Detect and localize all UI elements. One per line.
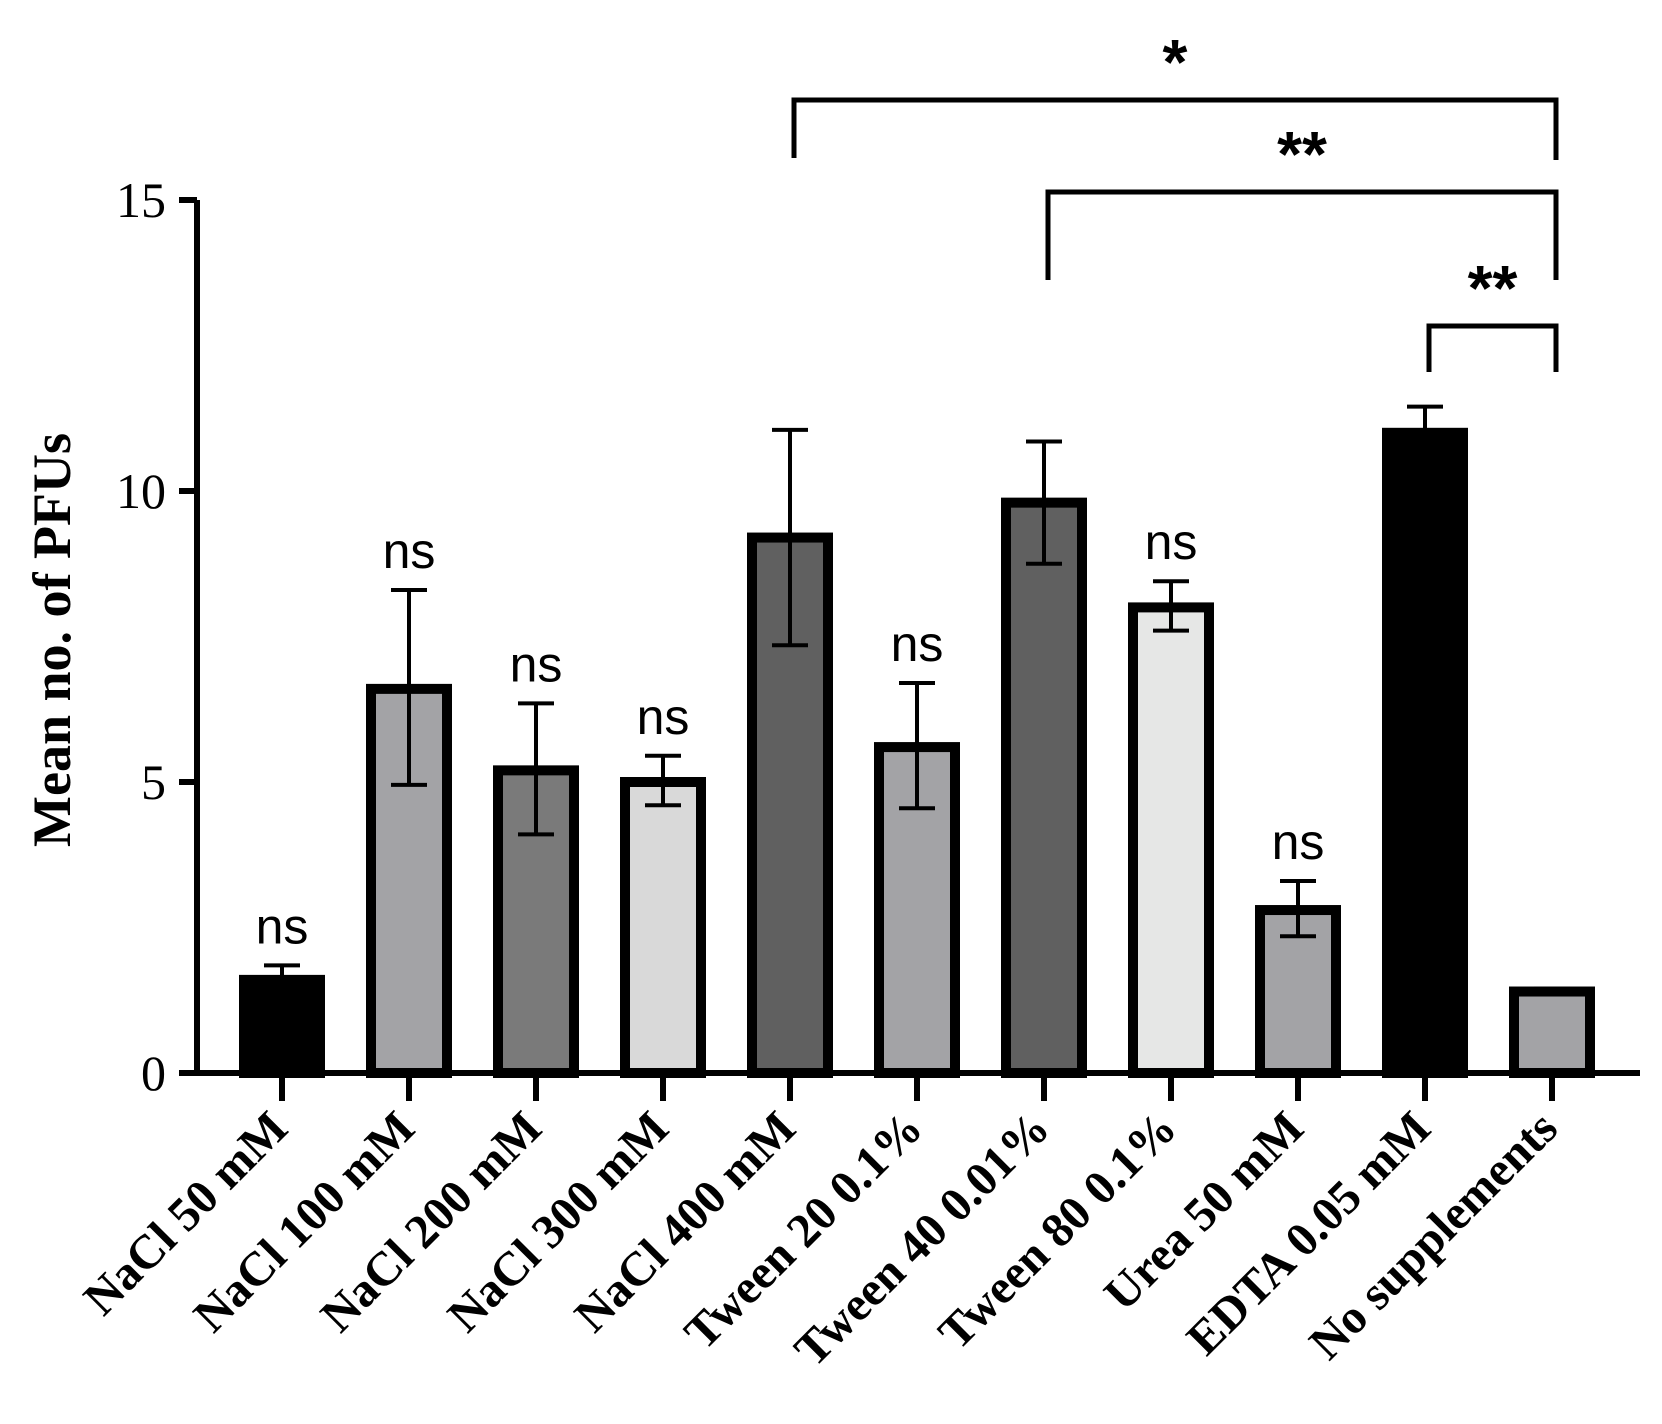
comparison-bracket [1045,189,1559,280]
significance-label: ns [256,898,309,954]
x-tick-label: NaCl 300 mM [438,1101,679,1342]
y-tick-label: 5 [141,754,166,810]
bar [1382,427,1468,1078]
significance-label: ns [637,689,690,745]
significance-label: ns [891,616,944,672]
y-axis-label: Mean no. of PFUs [22,433,82,847]
x-tick-label: NaCl 400 mM [565,1101,806,1342]
bar [1001,497,1087,1078]
comparison-bracket [1426,323,1559,372]
bar [1509,986,1595,1079]
x-tick-label: NaCl 200 mM [311,1101,552,1342]
bar [1128,602,1214,1079]
comparison-label: ** [1468,252,1518,324]
significance-label: ns [1272,814,1325,870]
comparison-label: * [1163,26,1188,98]
y-ticks: 0 5 10 15 [116,172,197,1101]
bar [239,974,325,1079]
y-tick-label: 0 [141,1045,166,1101]
comparison-brackets: ***** [791,26,1559,372]
comparison-label: ** [1277,118,1327,190]
error-bars [264,404,1570,992]
significance-labels: ns ns ns ns ns ns ns [256,514,1325,954]
significance-label: ns [1145,514,1198,570]
significance-label: ns [383,523,436,579]
y-tick-label: 10 [116,463,166,519]
bar [620,777,706,1078]
significance-label: ns [510,636,563,692]
x-tick-label: NaCl 100 mM [184,1101,425,1342]
comparison-bracket [791,97,1559,160]
y-tick-label: 15 [116,172,166,228]
